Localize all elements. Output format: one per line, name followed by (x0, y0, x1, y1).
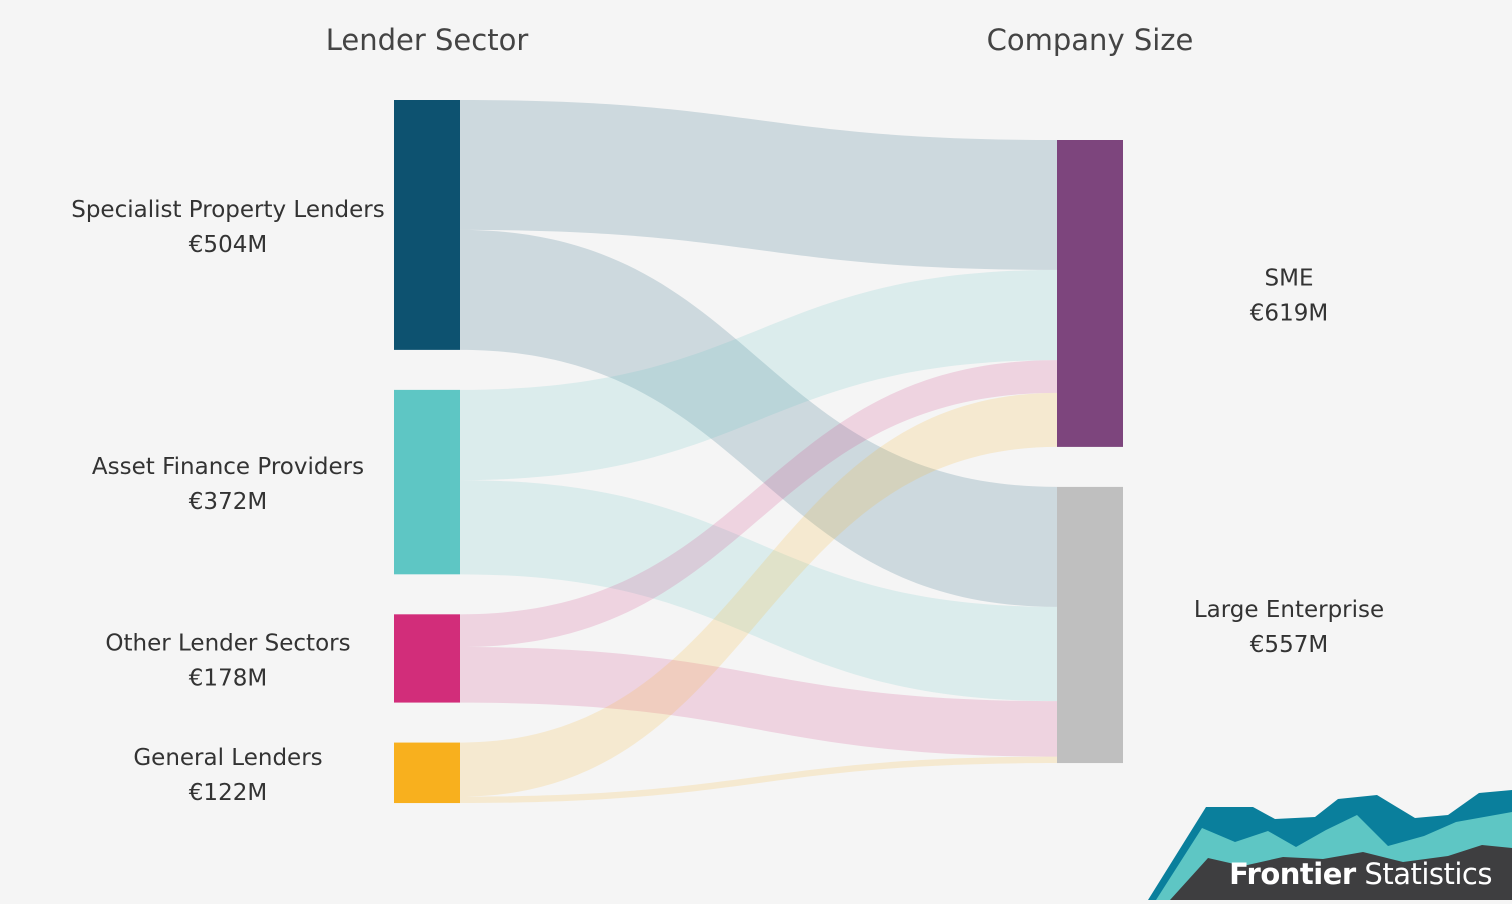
flow-afp-to-sme (460, 269, 1057, 481)
flow-links (460, 100, 1057, 804)
node-name-le: Large Enterprise (1194, 597, 1384, 623)
target-column-title: Company Size (987, 23, 1194, 57)
flow-ols-to-le (460, 647, 1057, 757)
node-value-sme: €619M (1250, 300, 1328, 326)
nodes (394, 100, 1123, 804)
node-name-afp: Asset Finance Providers (92, 454, 364, 480)
node-spl (394, 100, 460, 350)
node-labels: Specialist Property Lenders €504M Asset Fi… (71, 197, 1384, 806)
flow-ols-to-sme (460, 360, 1057, 648)
node-value-le: €557M (1250, 632, 1328, 658)
node-name-ols: Other Lender Sectors (105, 630, 350, 656)
node-value-ols: €178M (189, 665, 267, 691)
flow-afp-to-le (460, 480, 1057, 702)
brand-logo: Frontier Statistics (1148, 790, 1512, 900)
node-value-gl: €122M (189, 780, 267, 806)
node-name-spl: Specialist Property Lenders (71, 197, 385, 223)
flow-gl-to-le (460, 756, 1057, 804)
node-value-spl: €504M (189, 232, 267, 258)
node-afp (394, 389, 460, 575)
node-ols (394, 614, 460, 703)
brand-wordmark: Frontier Statistics (1229, 857, 1492, 891)
flow-spl-to-sme (460, 100, 1057, 270)
node-name-sme: SME (1265, 265, 1314, 291)
flow-gl-to-sme (460, 392, 1057, 797)
node-value-afp: €372M (189, 489, 267, 515)
node-le (1057, 486, 1123, 764)
source-column-title: Lender Sector (326, 23, 529, 57)
brand-light: Statistics (1364, 857, 1492, 891)
node-sme (1057, 140, 1123, 447)
node-gl (394, 742, 460, 804)
mountain-logo-icon (1148, 790, 1512, 900)
flow-spl-to-le (460, 229, 1057, 607)
brand-strong: Frontier (1229, 857, 1356, 891)
node-name-gl: General Lenders (133, 745, 322, 771)
